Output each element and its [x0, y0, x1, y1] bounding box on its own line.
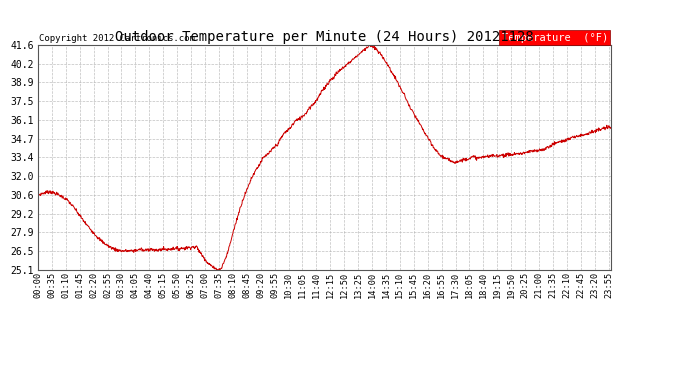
Text: Temperature  (°F): Temperature (°F): [502, 33, 608, 43]
Title: Outdoor Temperature per Minute (24 Hours) 20121128: Outdoor Temperature per Minute (24 Hours…: [115, 30, 533, 44]
Text: Copyright 2012 Cartronics.com: Copyright 2012 Cartronics.com: [39, 34, 195, 43]
